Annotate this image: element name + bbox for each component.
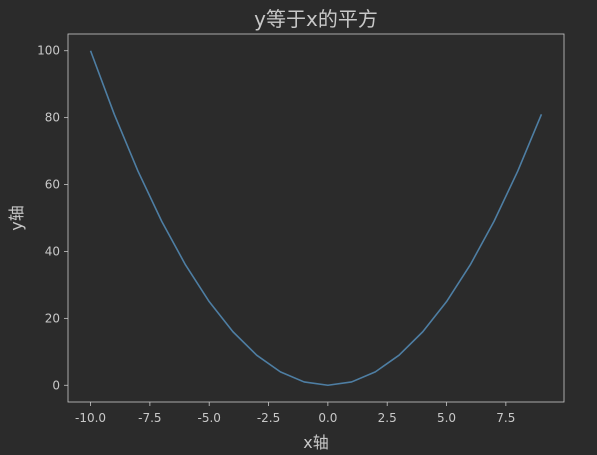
y-tick-label: 60 (45, 178, 60, 192)
x-axis-label: x轴 (303, 433, 328, 452)
x-tick-label: -7.5 (138, 411, 161, 425)
chart-title: y等于x的平方 (254, 7, 378, 31)
y-tick-label: 20 (45, 311, 60, 325)
y-tick-label: 100 (37, 44, 60, 58)
y-tick-label: 0 (52, 378, 60, 392)
x-tick-label: -5.0 (197, 411, 220, 425)
y-tick-label: 40 (45, 244, 60, 258)
plot-area (67, 33, 565, 403)
x-axis: -10.0 -7.5 -5.0 -2.5 0.0 2.5 5.0 7.5 (75, 402, 515, 425)
y-tick-label: 80 (45, 111, 60, 125)
series-line-0 (89, 50, 543, 387)
y-axis: 0 20 40 60 80 100 (37, 44, 68, 392)
x-tick-label: -2.5 (257, 411, 280, 425)
x-tick-label: -10.0 (75, 411, 106, 425)
x-tick-label: 7.5 (496, 411, 515, 425)
plot-frame (67, 33, 565, 403)
x-tick-label: 2.5 (378, 411, 397, 425)
y-axis-label: y轴 (7, 205, 26, 230)
x-tick-label: 5.0 (437, 411, 456, 425)
x-tick-label: 0.0 (318, 411, 337, 425)
